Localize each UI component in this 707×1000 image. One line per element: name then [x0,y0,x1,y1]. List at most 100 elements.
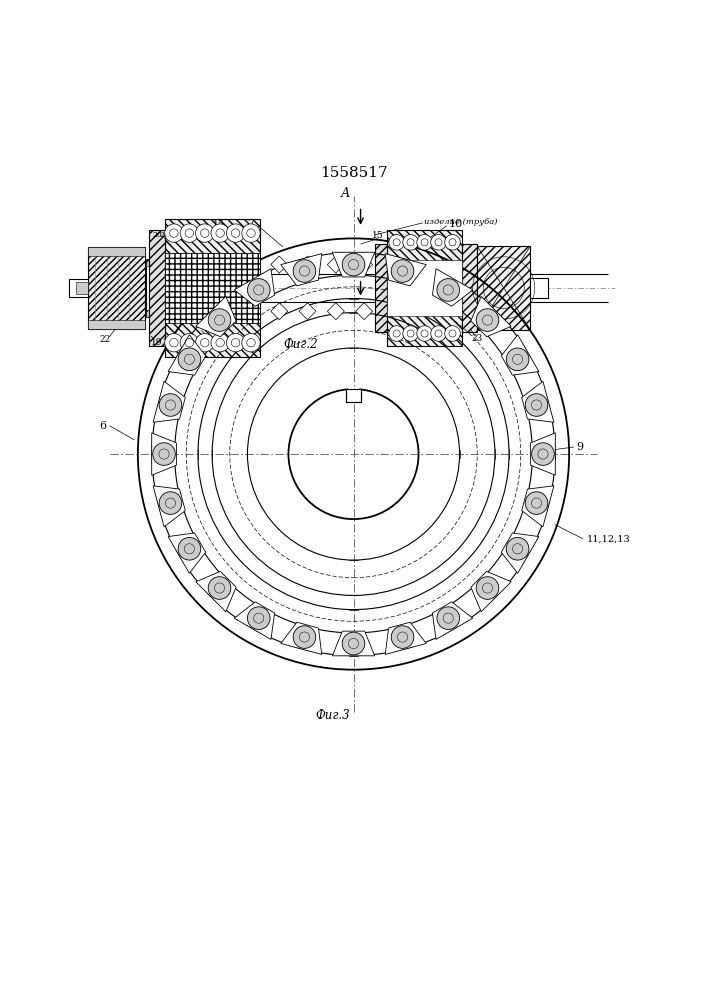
Polygon shape [271,303,288,320]
Bar [149,230,165,346]
Polygon shape [522,486,554,527]
Bar [530,278,548,298]
Circle shape [389,326,404,341]
Bar [387,230,462,346]
Circle shape [226,224,245,242]
Polygon shape [168,335,206,375]
Polygon shape [531,433,555,475]
Polygon shape [385,622,426,654]
Circle shape [180,224,199,242]
Circle shape [208,577,230,599]
Circle shape [293,626,316,648]
Bar [462,244,477,332]
Text: 10: 10 [449,219,463,229]
Circle shape [506,537,529,560]
Text: 14: 14 [167,231,177,239]
Text: 14: 14 [404,334,416,343]
Bar [165,219,260,357]
Polygon shape [299,256,316,273]
Circle shape [477,577,499,599]
Polygon shape [332,252,375,277]
Circle shape [242,224,260,242]
Text: 17: 17 [392,334,404,343]
Circle shape [196,334,214,352]
Text: 16: 16 [174,231,184,239]
Circle shape [417,235,433,250]
Circle shape [165,224,183,242]
Text: 23: 23 [472,334,483,343]
Bar [149,272,161,303]
Text: изделие (труба): изделие (труба) [424,218,498,226]
Circle shape [391,260,414,282]
Polygon shape [501,335,539,375]
Bar [146,259,164,317]
Polygon shape [196,296,236,337]
Polygon shape [433,269,473,306]
Circle shape [403,326,419,341]
Bar [88,320,145,329]
Polygon shape [356,303,373,320]
Polygon shape [234,602,274,639]
Text: 1558517: 1558517 [320,166,387,180]
Circle shape [211,334,229,352]
Circle shape [226,334,245,352]
Circle shape [242,334,260,352]
Polygon shape [385,254,426,286]
Polygon shape [152,433,176,475]
Circle shape [525,394,548,416]
Bar [375,244,387,332]
Circle shape [437,607,460,629]
Polygon shape [471,571,511,612]
Circle shape [525,492,548,514]
Circle shape [247,607,270,629]
Text: 6: 6 [204,334,209,343]
Circle shape [159,492,182,514]
Bar [146,259,164,266]
Polygon shape [501,533,539,573]
Text: 15: 15 [214,220,225,229]
Bar [146,310,164,317]
Text: 6: 6 [99,421,106,431]
Circle shape [532,443,554,465]
Polygon shape [281,254,322,286]
Circle shape [247,279,270,301]
Bar [88,247,145,256]
Circle shape [178,348,201,371]
Circle shape [417,326,433,341]
Circle shape [211,224,229,242]
Circle shape [477,309,499,331]
Polygon shape [168,533,206,573]
Bar [76,282,88,294]
Bar [477,246,530,330]
Text: 3: 3 [162,338,168,347]
Text: А: А [340,259,350,272]
Bar [346,389,361,402]
Polygon shape [433,602,473,639]
Text: 9: 9 [576,442,583,452]
Polygon shape [271,256,288,273]
Circle shape [178,537,201,560]
Circle shape [342,253,365,276]
Circle shape [159,394,182,416]
Text: 11,12,13: 11,12,13 [587,534,631,543]
Text: 18: 18 [436,330,448,339]
Polygon shape [299,303,316,320]
Circle shape [506,348,529,371]
Polygon shape [327,256,344,273]
Polygon shape [196,571,236,612]
Circle shape [196,224,214,242]
Text: Фиг.3: Фиг.3 [315,709,349,722]
Polygon shape [327,303,344,320]
Polygon shape [153,486,185,527]
Text: А: А [340,187,350,200]
Polygon shape [356,256,373,273]
Bar [165,253,260,323]
Text: 20: 20 [152,231,162,239]
Text: 19: 19 [151,338,162,347]
Text: 22: 22 [99,335,110,344]
Bar [165,253,260,323]
Text: 7: 7 [247,219,255,229]
Circle shape [208,309,230,331]
Bar [387,260,462,316]
Text: 21: 21 [160,231,170,239]
